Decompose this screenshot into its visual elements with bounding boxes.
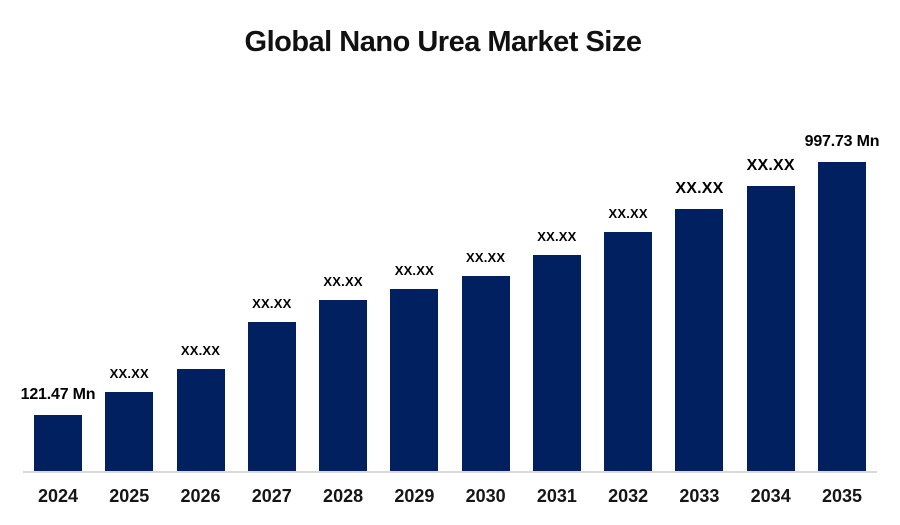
bar-group: XX.XX 2027: [247, 297, 296, 505]
bar-value-label: XX.XX: [323, 274, 363, 289]
bar-value-label: 997.73 Mn: [804, 133, 880, 150]
bar: [817, 162, 866, 472]
bar: [461, 276, 510, 472]
bar: [746, 186, 795, 472]
x-axis-tick-label: 2028: [323, 486, 364, 506]
bar: [390, 289, 439, 472]
bar-group: 121.47 Mn 2024: [21, 387, 96, 506]
bar-group: XX.XX 2031: [532, 230, 581, 505]
x-axis-tick-label: 2027: [251, 486, 292, 506]
x-axis-tick-label: 2026: [180, 486, 221, 506]
bar: [34, 415, 82, 472]
x-axis-tick-label: 2030: [465, 486, 506, 506]
bar-group: XX.XX 2030: [461, 251, 510, 505]
bar-group: XX.XX 2029: [390, 264, 439, 505]
x-axis-tick-label: 2034: [750, 486, 791, 506]
bar: [675, 209, 724, 472]
bar-group: 997.73 Mn 2035: [805, 134, 880, 506]
bar-value-label: XX.XX: [180, 343, 221, 358]
x-axis-tick-label: 2031: [536, 486, 577, 506]
x-axis-tick-label: 2029: [394, 486, 435, 506]
bar: [176, 369, 225, 472]
bar-value-label: XX.XX: [465, 250, 506, 265]
bar-value-label: XX.XX: [608, 206, 648, 221]
bar-value-label: XX.XX: [537, 229, 577, 244]
bar-value-label: XX.XX: [109, 366, 149, 381]
bar-value-label: XX.XX: [394, 263, 434, 278]
bar: [604, 232, 653, 472]
x-axis-tick-label: 2033: [679, 486, 720, 506]
x-axis-line: [23, 471, 877, 473]
x-axis-tick-label: 2025: [109, 486, 150, 506]
x-axis-tick-label: 2035: [821, 486, 862, 506]
bar: [319, 300, 368, 472]
bar: [247, 322, 296, 472]
bar-group: XX.XX 2028: [319, 275, 368, 505]
bar-group: XX.XX 2025: [105, 367, 154, 505]
bar-value-label: XX.XX: [746, 157, 795, 174]
bar-group: XX.XX 2032: [604, 207, 653, 505]
bar-group: XX.XX 2026: [176, 344, 225, 505]
x-axis-tick-label: 2024: [37, 486, 79, 506]
x-axis-tick-label: 2032: [608, 486, 649, 506]
bar-value-label: XX.XX: [675, 180, 724, 197]
bar: [105, 392, 154, 472]
chart-title: Global Nano Urea Market Size: [244, 26, 642, 58]
bar-group: XX.XX 2034: [746, 158, 795, 505]
bar-value-label: XX.XX: [252, 296, 292, 311]
bar: [532, 255, 581, 472]
bar-group: XX.XX 2033: [675, 181, 724, 505]
bar-value-label: 121.47 Mn: [20, 386, 96, 403]
